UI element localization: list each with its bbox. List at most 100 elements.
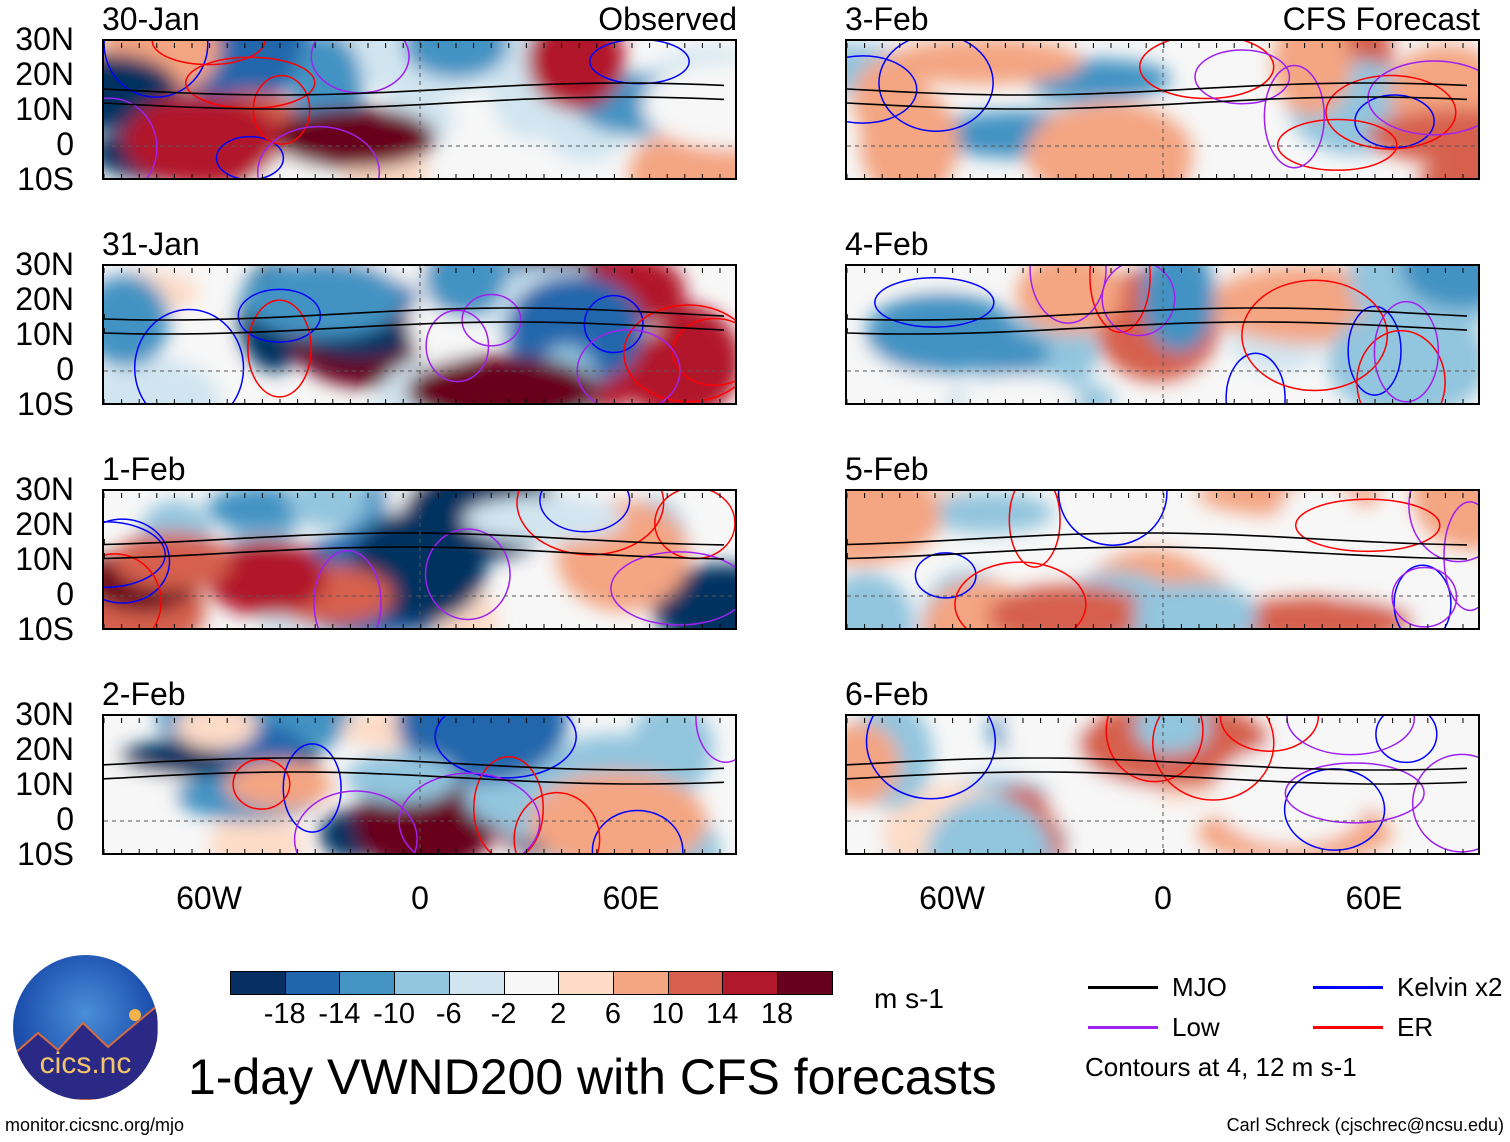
anomaly-blob — [207, 491, 313, 531]
map-panel — [102, 264, 737, 405]
map-panel — [102, 489, 737, 630]
wave-contour — [914, 552, 977, 599]
wave-contour — [282, 743, 342, 833]
wave-contour — [461, 293, 522, 347]
wave-contour — [591, 809, 684, 853]
vwnd-field — [104, 716, 735, 853]
lon-tick-label: 60E — [602, 880, 660, 916]
column-label: CFS Forecast — [1282, 1, 1480, 37]
vwnd-field — [847, 266, 1478, 403]
panel-date: 1-Feb — [102, 451, 186, 487]
wave-contour — [865, 716, 997, 800]
mjo-contour — [847, 771, 1468, 785]
wave-contour — [1276, 118, 1398, 171]
legend-line — [1313, 1026, 1383, 1029]
anomaly-blob — [1132, 581, 1258, 628]
wave-contour — [215, 135, 285, 178]
colorbar-label: 2 — [550, 998, 567, 1030]
anomaly-blob — [847, 491, 941, 566]
panel-date: 31-Jan — [102, 226, 200, 262]
colorbar-label: 18 — [760, 998, 794, 1030]
legend-label: Low — [1172, 1012, 1220, 1042]
anomaly-blob — [1401, 266, 1478, 309]
anomaly-blob — [423, 266, 507, 318]
wave-contour — [1367, 60, 1478, 136]
wave-contour — [623, 304, 735, 403]
wave-contour — [695, 716, 735, 763]
wave-contour — [1029, 266, 1107, 324]
anomaly-blob — [406, 355, 600, 403]
wave-contour — [1219, 716, 1320, 752]
wave-contour — [293, 790, 418, 853]
anomaly-blob — [463, 495, 626, 544]
vwnd-field — [104, 41, 735, 178]
lat-tick-label: 10S — [17, 161, 74, 197]
lon-tick-label: 60W — [919, 880, 985, 916]
colorbar-swatch — [612, 971, 669, 995]
wave-contour — [104, 97, 158, 178]
mjo-contour — [104, 771, 725, 785]
contour-note: Contours at 4, 12 m s-1 — [1085, 1052, 1357, 1082]
colorbar-swatch — [230, 971, 286, 995]
colorbar-swatch — [284, 971, 341, 995]
anomaly-blob — [112, 532, 232, 590]
cics-logo: cics.nc — [13, 955, 158, 1100]
lat-tick-label: 10N — [15, 766, 74, 802]
wave-contour — [1391, 566, 1458, 628]
legend-label: ER — [1397, 1012, 1434, 1042]
lat-tick-label: 10N — [15, 541, 74, 577]
mjo-contour — [847, 82, 1468, 96]
anomaly-blob — [926, 796, 1052, 853]
anomaly-blob — [1016, 266, 1123, 335]
colorbar-label: -6 — [435, 998, 462, 1030]
mjo-contour — [104, 757, 725, 771]
vwnd-field — [847, 41, 1478, 178]
wave-contour — [1089, 266, 1151, 334]
wave-contour — [672, 317, 735, 387]
anomaly-blob — [506, 274, 644, 387]
wave-contour — [1294, 498, 1441, 553]
wave-contour — [398, 772, 541, 853]
legend-line — [1088, 1026, 1158, 1029]
colorbar-swatch — [667, 971, 724, 995]
anomaly-blob — [1278, 491, 1359, 565]
panel-date: 5-Feb — [845, 451, 929, 487]
wave-contour — [1284, 762, 1425, 824]
wave-contour — [1263, 64, 1326, 169]
wave-contour — [583, 294, 644, 354]
lon-tick-label: 60E — [1345, 880, 1403, 916]
mjo-contour — [104, 82, 725, 96]
wave-contour — [1325, 74, 1457, 150]
vwnd-field — [847, 491, 1478, 628]
wave-contour — [424, 528, 511, 621]
mjo-contour — [847, 321, 1468, 335]
lat-tick-label: 10S — [17, 386, 74, 422]
map-panel — [102, 39, 737, 180]
colorbar-label: -14 — [318, 998, 361, 1030]
wave-contour — [1057, 491, 1168, 546]
wave-contour — [610, 551, 735, 626]
colorbar-swatch — [339, 971, 396, 995]
lat-tick-label: 30N — [15, 21, 74, 57]
anomaly-blob — [345, 752, 459, 805]
wave-contour — [1194, 49, 1291, 105]
legend-line — [1313, 986, 1383, 989]
mjo-contour — [104, 96, 725, 110]
panel-date: 30-Jan — [102, 1, 200, 37]
vwnd-field — [104, 491, 735, 628]
anomaly-blob — [175, 716, 258, 750]
anomaly-blob — [987, 584, 1152, 628]
mjo-contour — [847, 307, 1468, 321]
wave-contour — [313, 549, 382, 628]
lat-tick-label: 10S — [17, 611, 74, 647]
colorbar-swatch — [722, 971, 779, 995]
wave-contour — [874, 277, 995, 328]
mjo-contour — [104, 532, 725, 546]
wave-contour — [1373, 300, 1440, 403]
anomaly-blob — [1026, 102, 1194, 178]
mjo-contour — [104, 307, 725, 321]
legend-label: Kelvin x2 — [1397, 972, 1503, 1002]
lon-tick-label: 60W — [176, 880, 242, 916]
footer-url: monitor.cicsnc.org/mjo — [5, 1115, 185, 1135]
wave-contour — [539, 491, 631, 533]
